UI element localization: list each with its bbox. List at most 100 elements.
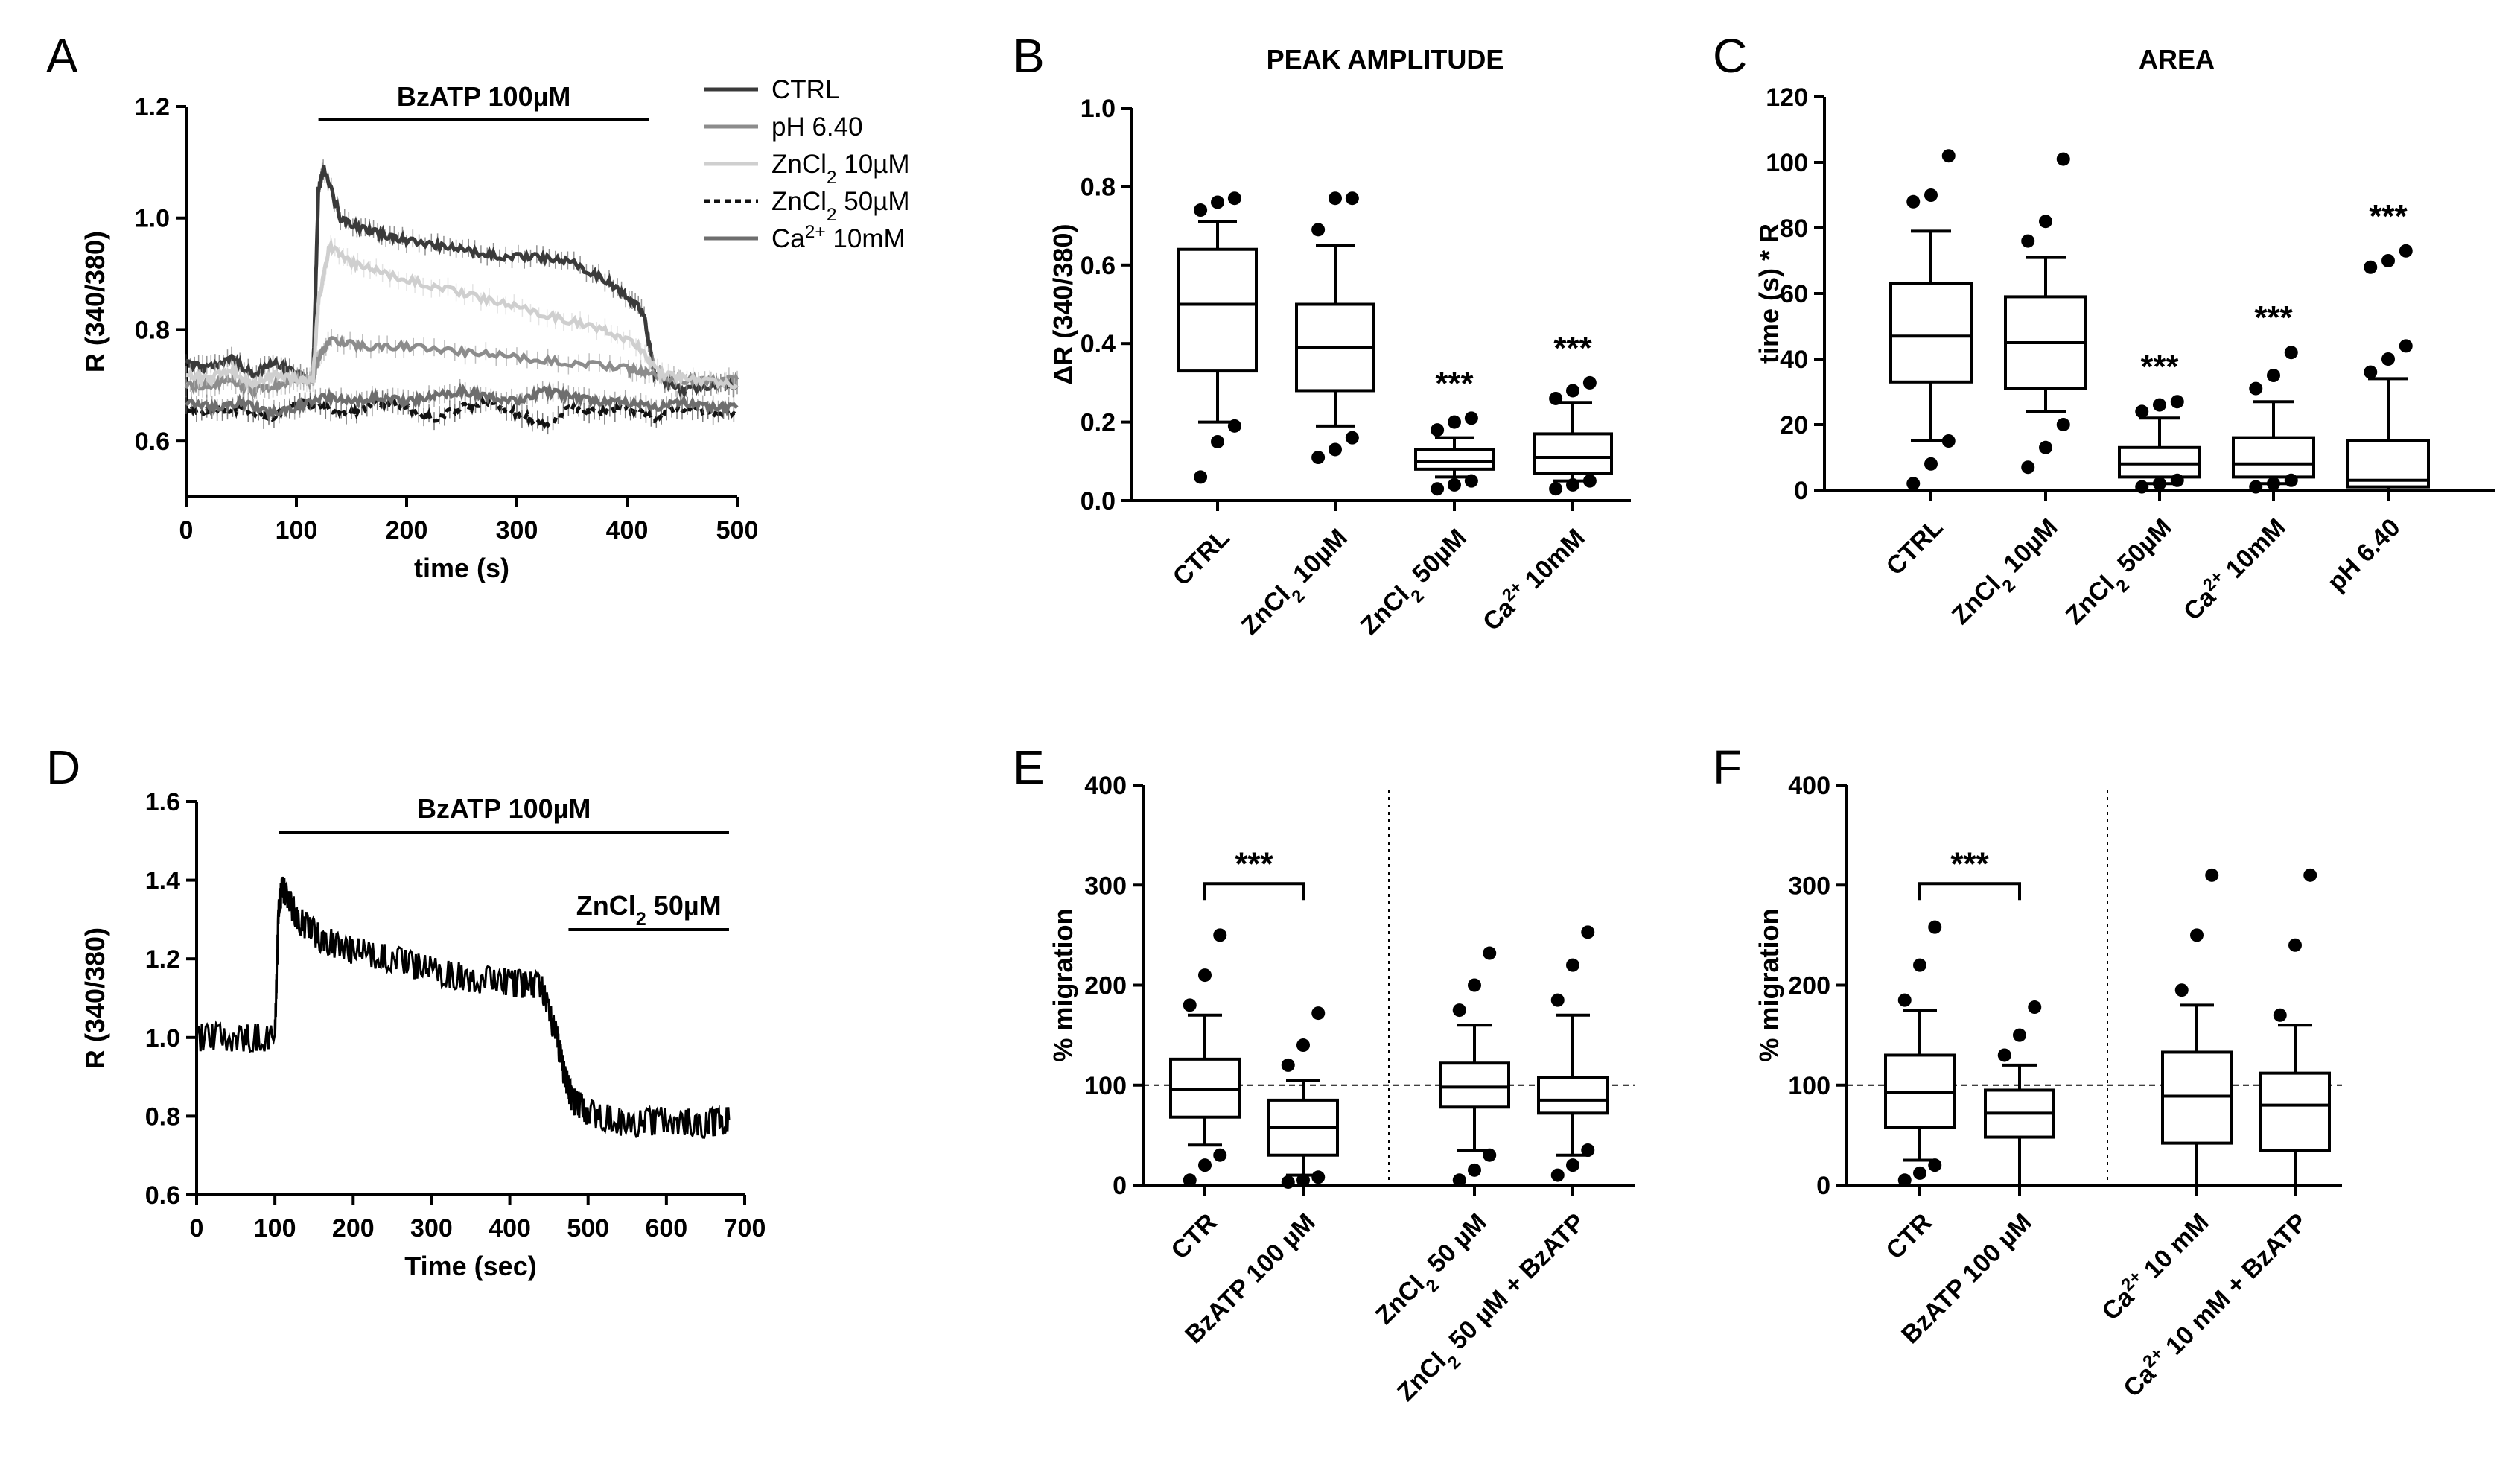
outlier-point: [1928, 1158, 1942, 1172]
outlier-point: [2303, 868, 2317, 882]
y-tick-label: 200: [1084, 972, 1127, 1000]
outlier-point: [2021, 460, 2035, 475]
outlier-point: [1913, 1166, 1926, 1180]
outlier-point: [1941, 434, 1956, 448]
panel-label-a: A: [46, 29, 78, 83]
panel-label-f: F: [1713, 740, 1742, 794]
outlier-point: [1906, 194, 1921, 209]
y-tick-label: 1.0: [135, 205, 170, 233]
x-tick-label: 200: [332, 1214, 375, 1243]
box-iqr: [2118, 445, 2201, 479]
legend-label: pH 6.40: [771, 112, 863, 142]
y-axis-label: R (340/380): [80, 231, 110, 372]
y-axis-label: ΔR (340/380): [1048, 224, 1078, 385]
series-line-0: [195, 876, 731, 1139]
chart-title: AREA: [2139, 44, 2215, 74]
outlier-point: [2135, 404, 2149, 419]
outlier-point: [1468, 1163, 1481, 1177]
annotation-label: BzATP 100µM: [397, 81, 570, 112]
y-tick-label: 1.0: [1081, 95, 1116, 123]
y-tick-label: 100: [1788, 1072, 1830, 1100]
significance-label: ***: [1435, 365, 1474, 402]
outlier-point: [1183, 1173, 1197, 1187]
outlier-point: [1464, 474, 1478, 488]
annotation-label: BzATP 100µM: [417, 793, 591, 824]
outlier-point: [2288, 938, 2302, 952]
y-tick-label: 300: [1084, 872, 1127, 900]
panel-label-d: D: [46, 740, 80, 794]
significance-label: ***: [1235, 845, 1273, 882]
outlier-point: [2190, 928, 2204, 942]
outlier-point: [1183, 998, 1197, 1012]
outlier-point: [1581, 1143, 1595, 1158]
outlier-point: [2170, 395, 2184, 409]
series-line-2: [185, 237, 739, 392]
outlier-point: [2364, 365, 2378, 379]
outlier-point: [2153, 398, 2166, 412]
panel-label-e: E: [1013, 740, 1045, 794]
outlier-point: [1211, 195, 1224, 209]
x-tick-label: 400: [606, 516, 649, 545]
outlier-point: [2249, 381, 2263, 396]
outlier-point: [1194, 470, 1208, 484]
y-tick-label: 0.2: [1081, 409, 1116, 437]
outlier-point: [1227, 191, 1241, 206]
significance-bracket: [1203, 882, 1305, 901]
outlier-point: [1213, 928, 1227, 942]
y-tick-label: 0: [1816, 1172, 1830, 1200]
outlier-point: [1913, 958, 1926, 972]
outlier-point: [1550, 993, 1565, 1007]
box-iqr: [2161, 1050, 2233, 1145]
y-tick-label: 60: [1780, 280, 1808, 308]
y-tick-label: 0.8: [1081, 173, 1116, 201]
outlier-point: [2028, 1000, 2042, 1015]
y-tick-label: 1.4: [145, 867, 180, 895]
outlier-point: [2399, 244, 2413, 258]
outlier-point: [1566, 958, 1579, 972]
legend-label: Ca2+ 10mM: [771, 222, 906, 254]
outlier-point: [2381, 352, 2395, 366]
y-tick-label: 300: [1788, 872, 1830, 900]
outlier-point: [1296, 1173, 1310, 1187]
outlier-point: [1997, 1048, 2011, 1062]
outlier-point: [2135, 480, 2149, 494]
y-tick-label: 80: [1780, 215, 1808, 243]
outlier-point: [1549, 482, 1563, 496]
outlier-point: [1550, 1168, 1565, 1182]
box-iqr: [1537, 1076, 1609, 1115]
outlier-point: [1311, 451, 1326, 465]
outlier-point: [1566, 477, 1579, 492]
chart-title: PEAK AMPLITUDE: [1267, 44, 1504, 74]
y-tick-label: 1.0: [145, 1024, 180, 1053]
outlier-point: [2056, 418, 2070, 431]
outlier-point: [1448, 415, 1461, 429]
outlier-point: [1549, 391, 1563, 405]
y-axis-label: % migration: [1754, 908, 1784, 1061]
x-tick-label: 400: [489, 1214, 531, 1243]
outlier-point: [1566, 1158, 1579, 1172]
outlier-point: [1329, 442, 1342, 457]
outlier-point: [1448, 477, 1461, 492]
y-tick-label: 0: [1794, 477, 1808, 505]
outlier-point: [1452, 1173, 1466, 1187]
significance-label: ***: [1950, 845, 1989, 882]
x-tick-label: 0: [179, 516, 194, 545]
y-axis-label: time (s) * R: [1754, 223, 1784, 364]
outlier-point: [1311, 1006, 1326, 1021]
outlier-point: [1582, 375, 1597, 390]
x-tick-label: 200: [386, 516, 428, 545]
panel-d-line-chart: 0.6 0.8 1.0 1.2 1.4 1.6 R (340/380) 0 100 200 300 4…: [80, 788, 766, 1281]
series-line-3: [185, 392, 738, 431]
significance-label: ***: [2254, 299, 2293, 336]
box-iqr: [1533, 432, 1613, 475]
x-axis-label: Time (sec): [404, 1251, 536, 1281]
outlier-point: [1198, 968, 1212, 983]
outlier-point: [1483, 946, 1497, 960]
outlier-point: [1941, 149, 1956, 163]
x-tick-label: 600: [645, 1214, 687, 1243]
outlier-point: [2170, 473, 2184, 487]
y-tick-label: 0.0: [1081, 487, 1116, 515]
outlier-point: [2039, 440, 2052, 454]
outlier-point: [1924, 188, 1938, 202]
